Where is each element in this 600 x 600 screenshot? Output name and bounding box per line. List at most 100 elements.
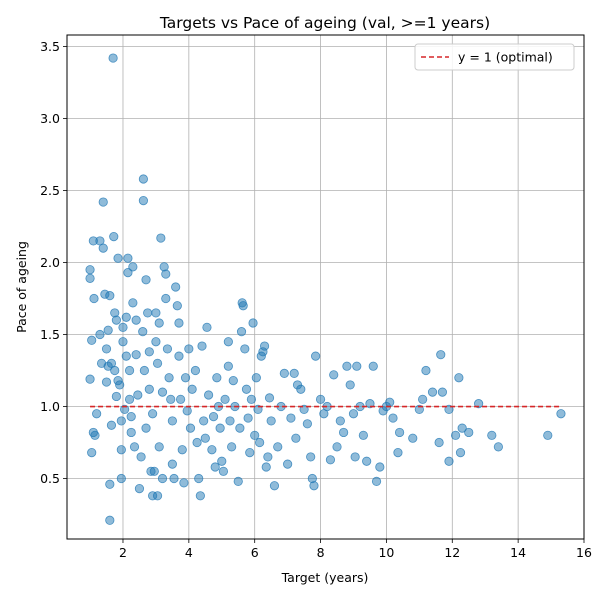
- data-point: [302, 419, 312, 429]
- data-point: [243, 413, 253, 423]
- data-point: [225, 416, 235, 426]
- data-point: [185, 423, 196, 433]
- data-point: [218, 466, 229, 476]
- data-point: [352, 361, 362, 371]
- y-tick-label: 1.5: [40, 327, 60, 342]
- data-point: [195, 491, 205, 501]
- data-point: [362, 456, 372, 466]
- legend-box: [414, 43, 575, 71]
- data-point: [123, 267, 133, 278]
- data-point: [154, 442, 164, 452]
- data-point: [98, 197, 108, 207]
- data-point: [233, 476, 243, 486]
- data-point: [141, 275, 151, 285]
- data-point: [306, 452, 316, 462]
- data-point: [151, 337, 161, 347]
- data-point: [111, 391, 121, 402]
- data-point: [238, 301, 248, 311]
- data-point: [202, 322, 212, 332]
- legend: y = 1 (optimal): [414, 43, 575, 71]
- data-point: [194, 473, 204, 484]
- x-axis-label: Target (years): [281, 570, 369, 585]
- data-point: [182, 406, 192, 416]
- data-points: [85, 53, 566, 525]
- data-point: [350, 452, 360, 462]
- y-tick-label: 3.5: [40, 39, 60, 54]
- data-point: [141, 423, 151, 433]
- data-point: [103, 325, 113, 335]
- data-point: [138, 196, 148, 206]
- data-point: [152, 491, 163, 501]
- data-point: [371, 476, 382, 486]
- data-point: [123, 253, 133, 263]
- data-point: [250, 430, 260, 440]
- data-point: [286, 413, 296, 423]
- data-point: [457, 423, 467, 433]
- data-point: [273, 442, 283, 452]
- data-point: [144, 347, 154, 357]
- data-point: [245, 447, 255, 458]
- data-point: [85, 374, 95, 384]
- data-point: [223, 361, 233, 371]
- data-point: [87, 335, 97, 345]
- data-point: [131, 315, 141, 325]
- data-point: [156, 233, 166, 243]
- data-point: [154, 318, 164, 328]
- data-point: [543, 430, 553, 440]
- data-point: [375, 462, 385, 472]
- data-point: [311, 351, 321, 361]
- data-point: [228, 375, 238, 386]
- data-point: [261, 462, 271, 472]
- data-point: [329, 370, 339, 380]
- data-point: [408, 433, 418, 443]
- y-tick-label: 2.5: [40, 183, 60, 198]
- data-point: [255, 437, 265, 448]
- data-point: [203, 390, 214, 400]
- data-point: [134, 483, 145, 494]
- data-point: [176, 394, 186, 404]
- x-tick-label: 4: [185, 545, 193, 560]
- data-point: [85, 273, 95, 283]
- data-point: [108, 53, 118, 63]
- data-point: [166, 394, 176, 404]
- data-point: [124, 394, 135, 404]
- data-point: [251, 373, 261, 383]
- data-point: [199, 416, 209, 426]
- data-point: [240, 344, 250, 354]
- data-point: [151, 308, 161, 318]
- data-point: [133, 390, 143, 400]
- data-point: [89, 293, 99, 304]
- data-point: [118, 322, 128, 332]
- data-point: [493, 442, 503, 452]
- x-tick-label: 10: [378, 545, 394, 560]
- data-point: [264, 393, 275, 403]
- data-point: [184, 344, 194, 354]
- data-point: [149, 466, 159, 476]
- data-point: [118, 337, 128, 347]
- data-point: [235, 423, 245, 433]
- data-point: [161, 269, 171, 279]
- data-point: [394, 427, 405, 438]
- y-tick-label: 0.5: [40, 471, 60, 486]
- data-point: [105, 291, 115, 301]
- data-point: [200, 433, 210, 443]
- data-point: [385, 397, 395, 407]
- data-point: [207, 445, 217, 455]
- data-point: [487, 430, 497, 440]
- data-point: [342, 361, 352, 371]
- data-point: [212, 373, 222, 383]
- data-point: [169, 473, 179, 484]
- data-point: [128, 298, 138, 308]
- x-tick-label: 12: [444, 545, 460, 560]
- data-point: [85, 265, 95, 275]
- data-point: [450, 430, 461, 440]
- data-point: [434, 437, 444, 448]
- x-tick-label: 14: [510, 545, 526, 560]
- data-point: [106, 420, 117, 430]
- data-point: [455, 447, 466, 458]
- data-point: [325, 455, 336, 465]
- data-point: [332, 442, 342, 452]
- data-point: [436, 350, 446, 360]
- data-point: [217, 456, 227, 466]
